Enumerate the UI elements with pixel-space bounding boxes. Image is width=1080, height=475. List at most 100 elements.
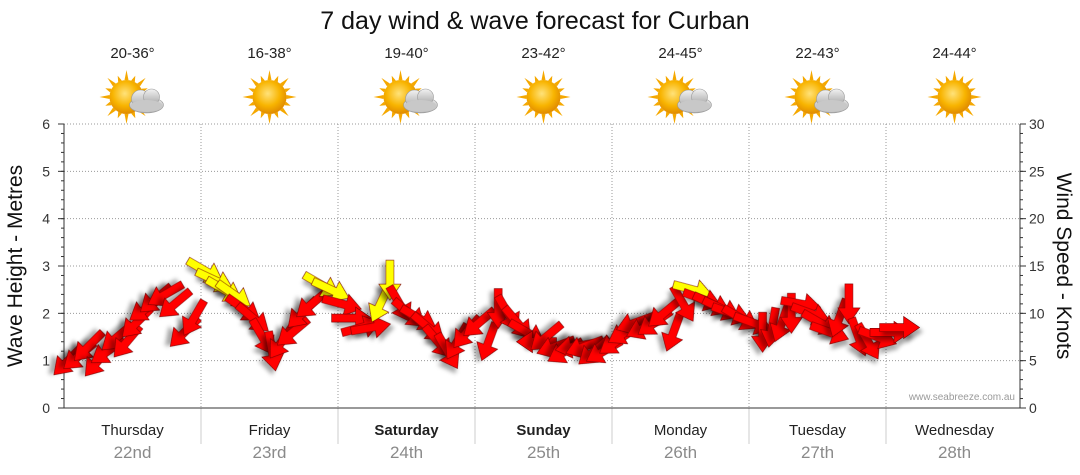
- sun-ray: [280, 77, 289, 87]
- chart-grid: [64, 123, 1020, 444]
- sun-ray: [242, 95, 253, 99]
- sun-ray: [679, 111, 684, 119]
- sun-ray: [548, 75, 553, 83]
- sun-ray: [809, 113, 814, 124]
- sun-ray: [792, 77, 801, 87]
- sun-ray: [816, 111, 821, 119]
- sun-ray: [784, 95, 795, 99]
- left-tick-label: 1: [42, 353, 50, 369]
- y-axis-label-right: Wind Speed - Knots: [1052, 173, 1075, 360]
- wind-arrow: [73, 329, 106, 362]
- day-date-label: 28th: [938, 443, 971, 462]
- day-name-label: Wednesday: [915, 422, 994, 439]
- sun-ray: [248, 88, 255, 93]
- day-date-label: 25th: [527, 443, 560, 462]
- sun-ray: [541, 70, 546, 81]
- temperature-label: 19-40°: [384, 45, 428, 62]
- sunny-icon: [927, 70, 982, 124]
- wind-arrow: [661, 311, 685, 352]
- sun-ray: [524, 107, 533, 117]
- temperature-label: 24-44°: [932, 45, 976, 62]
- sun-ray: [959, 75, 964, 83]
- sun-ray: [117, 111, 122, 119]
- cloud-shape: [814, 88, 849, 114]
- left-tick-label: 3: [42, 258, 50, 274]
- wind-arrow: [648, 296, 683, 327]
- sun-ray: [560, 95, 571, 99]
- right-tick-label: 20: [1029, 211, 1045, 227]
- sun-ray: [379, 101, 386, 106]
- partly-cloudy-icon: [99, 70, 164, 124]
- sun-ray: [933, 101, 940, 106]
- sun-ray: [379, 88, 386, 93]
- sun-ray: [248, 101, 255, 106]
- sun-ray: [391, 75, 396, 83]
- right-tick-label: 10: [1029, 305, 1045, 321]
- left-tick-label: 0: [42, 400, 50, 416]
- left-tick-label: 6: [42, 116, 50, 132]
- sun-ray: [945, 75, 950, 83]
- sun-ray: [685, 77, 694, 87]
- sun-ray: [131, 75, 136, 83]
- cloud-part: [678, 100, 711, 112]
- day-date-label: 26th: [664, 443, 697, 462]
- watermark: www.seabreeze.com.au: [908, 392, 1015, 403]
- left-tick-label: 2: [42, 305, 50, 321]
- sun-disc: [252, 80, 287, 114]
- left-tick-label: 5: [42, 163, 50, 179]
- sun-ray: [653, 88, 660, 93]
- sun-ray: [274, 75, 279, 83]
- right-tick-label: 5: [1029, 353, 1037, 369]
- sun-ray: [124, 113, 129, 124]
- sun-ray: [965, 107, 974, 117]
- sun-ray: [524, 77, 533, 87]
- sun-ray: [971, 95, 982, 99]
- chart-title: 7 day wind & wave forecast for Curban: [320, 7, 749, 35]
- sun-ray: [952, 113, 957, 124]
- sun-ray: [260, 75, 265, 83]
- sun-ray: [965, 77, 974, 87]
- sun-ray: [250, 107, 259, 117]
- sun-ray: [284, 88, 291, 93]
- sun-ray: [809, 70, 814, 81]
- sun-ray: [267, 113, 272, 124]
- sun-ray: [274, 111, 279, 119]
- sun-ray: [260, 111, 265, 119]
- day-name-label: Monday: [654, 422, 708, 439]
- sun-ray: [405, 75, 410, 83]
- cloud-part: [815, 100, 848, 112]
- sun-ray: [655, 107, 664, 117]
- sun-ray: [534, 111, 539, 119]
- sun-ray: [672, 70, 677, 81]
- right-tick-label: 15: [1029, 258, 1045, 274]
- sun-ray: [105, 88, 112, 93]
- wind-arrows: [53, 256, 921, 377]
- sun-ray: [522, 101, 529, 106]
- sun-disc: [937, 80, 972, 114]
- sun-ray: [107, 77, 116, 87]
- right-tick-label: 25: [1029, 163, 1045, 179]
- sun-ray: [381, 107, 390, 117]
- cloud-part: [404, 100, 437, 112]
- sun-ray: [280, 107, 289, 117]
- sun-ray: [541, 113, 546, 124]
- day-name-label: Friday: [249, 422, 291, 439]
- sun-ray: [516, 95, 527, 99]
- day-date-label: 24th: [390, 443, 423, 462]
- sun-ray: [286, 95, 297, 99]
- day-date-label: 22nd: [114, 443, 152, 462]
- sun-ray: [655, 77, 664, 87]
- partly-cloudy-icon: [784, 70, 849, 124]
- sun-ray: [653, 101, 660, 106]
- sun-ray: [679, 75, 684, 83]
- sun-ray: [398, 70, 403, 81]
- sun-ray: [554, 107, 563, 117]
- wind-arrow: [837, 283, 861, 325]
- sun-ray: [398, 113, 403, 124]
- day-name-label: Sunday: [516, 422, 571, 439]
- sun-ray: [137, 77, 146, 87]
- sun-ray: [945, 111, 950, 119]
- sun-ray: [381, 77, 390, 87]
- sun-ray: [933, 88, 940, 93]
- sun-ray: [665, 75, 670, 83]
